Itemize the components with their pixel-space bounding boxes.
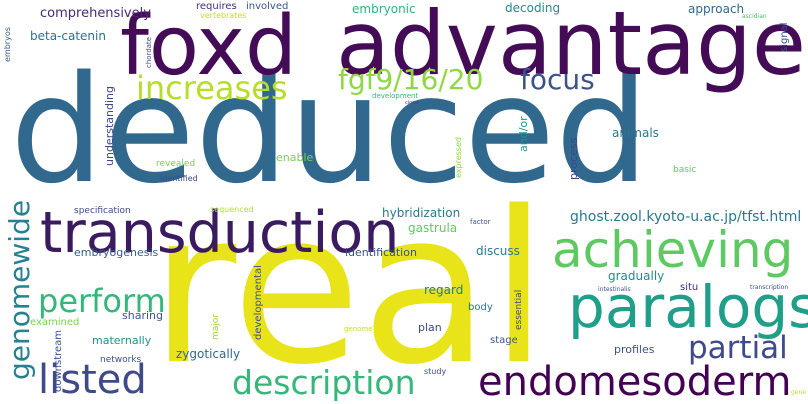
word-revealed: revealed [156,159,196,169]
word-ciona: ciona [405,100,419,106]
word-development: development [372,92,419,100]
word-foxd: foxd [120,0,298,94]
word-chordate: chordate [145,36,153,68]
word-embryonic: embryonic [352,2,416,16]
word-sequenced: sequenced [210,205,254,214]
word-sharing: sharing [122,309,163,322]
word-developmental: developmental [253,265,264,340]
word-paralogs: paralogs [568,273,808,341]
word-plan: plan [418,321,442,334]
word-animals: animals [612,126,659,140]
word-study: study [424,367,447,376]
word-decoding: decoding [505,1,561,15]
word-advantage: advantage [336,0,806,95]
word-gene: gene [791,389,806,396]
word-transduction: transduction [40,200,400,266]
word-url: ghost.zool.kyoto-u.ac.jp/tfst.html [570,209,802,225]
word-endomesoderm: endomesoderm [478,359,792,404]
word-genomewide: genomewide [3,199,36,380]
word-transcription: transcription [750,284,789,291]
word-deduced: deduced [10,44,650,216]
word-ascidian: ascidian [742,13,767,20]
word-fgf: fgf9/16/20 [338,63,484,96]
word-profiles: profiles [614,343,655,356]
word-identified: identified [160,174,198,183]
word-discuss: discuss [476,244,520,258]
word-expressed: expressed [454,137,463,178]
word-maternally: maternally [92,334,152,347]
word-gastrula: gastrula [408,221,458,235]
word-zygotically: zygotically [176,347,241,361]
word-focus: focus [520,63,595,96]
word-and-or: and/or [517,116,530,152]
word-approach: approach [688,2,745,16]
word-real: real [150,166,548,404]
word-understanding: understanding [103,86,116,166]
word-embryogenesis: embryogenesis [74,246,159,259]
word-factor: factor [470,218,491,226]
word-signal: signal [779,22,790,52]
word-vertebrates: vertebrates [200,11,247,20]
word-examined: examined [30,317,80,328]
word-listed: listed [38,357,147,403]
word-involved: involved [246,1,289,12]
word-networks: networks [100,355,142,365]
word-specification: specification [74,206,131,216]
word-embryos: embryos [3,27,12,62]
word-enable: enable [276,151,314,164]
word-gradually: gradually [608,269,665,283]
word-description: description [232,363,416,402]
word-stage: stage [490,335,518,346]
word-major: major [211,314,221,340]
word-essential: essential [514,289,524,330]
word-requires: requires [196,1,237,12]
word-process: process [567,137,580,180]
word-comprehensively: comprehensively [40,6,151,21]
word-partial: partial [688,330,788,366]
word-intestinalis: intestinalis [598,286,631,293]
word-hybridization: hybridization [382,206,461,220]
word-downstream: downstream [53,329,64,392]
word-situ: situ [680,282,699,293]
word-regard: regard [424,283,464,297]
word-basic: basic [673,165,697,175]
word-beta-catenin: beta-catenin [30,29,106,43]
word-genome: genome [344,325,373,333]
word-increases: increases [136,69,288,107]
word-perform: perform [38,282,166,320]
word-identification: identification [345,246,417,259]
word-body: body [468,302,493,313]
word-achieving: achieving [552,221,794,279]
